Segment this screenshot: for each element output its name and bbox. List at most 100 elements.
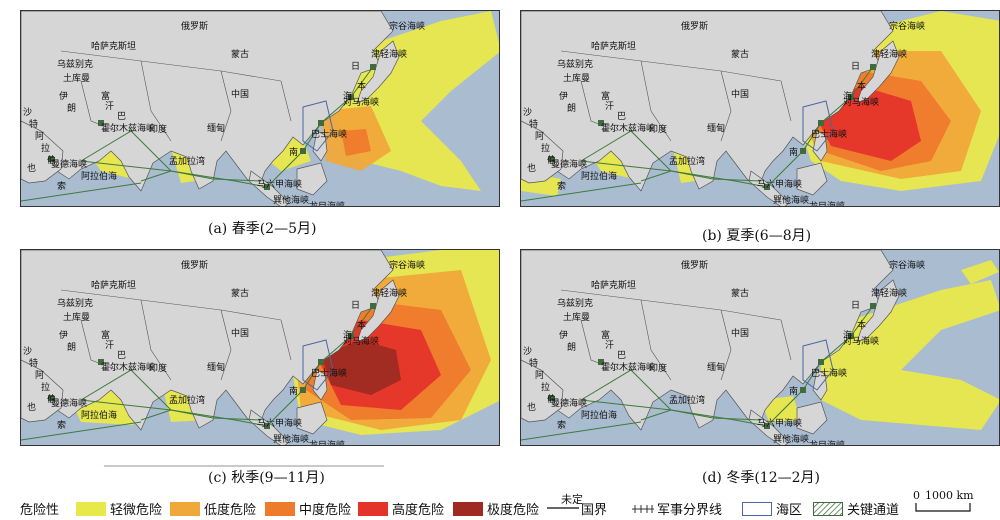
land-arabia [521, 359, 564, 423]
key-channel-marker [370, 64, 376, 70]
map-label-arabian_sea: 阿拉伯海 [581, 170, 617, 182]
map-label-nan: 南 [289, 146, 298, 158]
country-border [580, 80, 618, 132]
map-label-saudi_te: 特 [529, 357, 538, 369]
land-philippines [812, 369, 828, 401]
country-border [720, 70, 732, 142]
map-label-kazakhstan: 哈萨克斯坦 [91, 40, 136, 52]
map-label-saudi_a: 阿 [35, 131, 44, 142]
map-label-mandeb: 曼德海峡 [51, 397, 87, 409]
land-japan [356, 279, 400, 343]
hazard-zone-light [821, 280, 999, 430]
shipping-route [521, 182, 642, 202]
land-japan [856, 40, 900, 104]
legend-title: 危险性 [20, 503, 60, 518]
shipping-route [140, 409, 262, 421]
key-channel-marker [264, 423, 270, 429]
shipping-route [521, 421, 642, 441]
key-channel-marker [800, 148, 806, 154]
caption-a: (a) 春季(2—5月) [208, 221, 317, 237]
map-label-turkmen: 土库曼 [63, 311, 90, 323]
legend-label-extreme: 极度危险 [487, 503, 540, 518]
shipping-route [21, 421, 142, 441]
map-label-saudi_sha: 沙 [523, 346, 532, 357]
map-label-somalia_suo: 索 [57, 419, 66, 431]
map-label-soya: 宗谷海峡 [889, 20, 925, 32]
scale-bar: 0 1000 km [913, 489, 983, 515]
key-channel-marker [764, 423, 770, 429]
legend-swatch-moderate [265, 502, 295, 516]
country-border [640, 299, 672, 381]
map-label-mongolia: 蒙古 [731, 287, 749, 299]
map-label-iran_yi: 伊 [559, 90, 568, 102]
map-label-somalia_suo: 索 [57, 180, 66, 192]
country-border [80, 319, 118, 371]
undetermined-border-label-top: 未定 [561, 493, 583, 506]
legend-item-moderate: 中度危险 [265, 499, 351, 518]
map-label-malacca: 马六甲海峡 [757, 178, 802, 190]
land-arabia [521, 120, 564, 184]
map-label-japan_ben: 本 [357, 80, 366, 92]
legend-label-low: 低度危险 [204, 503, 257, 518]
map-label-pak_ba: 巴 [117, 111, 126, 122]
legend-sea-area: 海区 [742, 499, 802, 518]
map-label-afghan_han: 汗 [105, 339, 114, 351]
map-label-japan_ben: 本 [857, 319, 866, 331]
map-label-japan_ri: 日 [351, 61, 360, 72]
map-label-tsushima: 对马海峡 [843, 335, 879, 347]
map-label-afghan_han: 汗 [605, 100, 614, 112]
map-label-balintang: 巴士海峡 [311, 128, 347, 140]
key-channel-marker [48, 156, 54, 162]
shipping-route [21, 182, 142, 202]
shipping-route [640, 170, 762, 182]
map-label-japan_ben: 本 [357, 319, 366, 331]
key-channel-marker [598, 359, 604, 365]
map-label-mongolia: 蒙古 [231, 48, 249, 60]
map-label-yemen_ye: 也 [27, 401, 36, 413]
map-label-balintang: 巴士海峡 [811, 128, 847, 140]
shipping-route [80, 399, 268, 427]
key-channel-marker [300, 387, 306, 393]
map-label-yemen_ye: 也 [27, 162, 36, 174]
map-label-saudi_la: 拉 [541, 381, 550, 393]
map-label-myanmar: 缅甸 [207, 122, 225, 134]
map-label-japan_ri: 日 [351, 300, 360, 311]
land-philippines [312, 130, 328, 162]
legend-label-moderate: 中度危险 [299, 503, 352, 518]
map-label-china: 中国 [231, 88, 249, 100]
shipping-route [580, 399, 768, 427]
map-label-iran_lang: 朗 [567, 102, 576, 114]
map-label-sea_hai: 海 [343, 90, 352, 102]
country-border [280, 80, 292, 122]
map-label-turkmen: 土库曼 [563, 311, 590, 323]
map-label-mandeb: 曼德海峡 [551, 158, 587, 170]
sea-area-label: 海区 [776, 503, 803, 518]
legend-item-high: 高度危险 [358, 499, 444, 518]
country-border [720, 309, 732, 381]
key-channel-marker [548, 156, 554, 162]
map-label-japan_ri: 日 [851, 300, 860, 311]
undetermined-border-line-icon [547, 507, 579, 509]
undetermined-border-label-bottom: 国界 [581, 503, 608, 518]
caption-d: (d) 冬季(12—2月) [702, 470, 820, 486]
key-channel-marker [48, 395, 54, 401]
map-label-arabian_sea: 阿拉伯海 [581, 409, 617, 421]
key-channel-marker [848, 94, 854, 100]
country-border [280, 319, 292, 361]
key-channel-marker [764, 184, 770, 190]
country-border [220, 70, 232, 142]
legend-swatch-light [76, 502, 106, 516]
map-label-lombok: 龙目海峡 [309, 200, 345, 207]
key-channel-marker [818, 359, 824, 365]
map-label-myanmar: 缅甸 [707, 361, 725, 373]
key-channel-marker [370, 303, 376, 309]
sea-area-swatch [742, 502, 772, 516]
country-border [640, 60, 672, 142]
land-borneo [796, 401, 828, 435]
map-label-saudi_sha: 沙 [23, 346, 32, 357]
map-label-turkmen: 土库曼 [563, 72, 590, 84]
country-border [580, 319, 618, 371]
map-panel-d: 俄罗斯 哈萨克斯坦 蒙古 中国 印度 缅甸 孟加拉湾 阿拉伯海 乌兹别克 土库曼伊朗富汗巴沙特阿拉… [520, 249, 1000, 446]
